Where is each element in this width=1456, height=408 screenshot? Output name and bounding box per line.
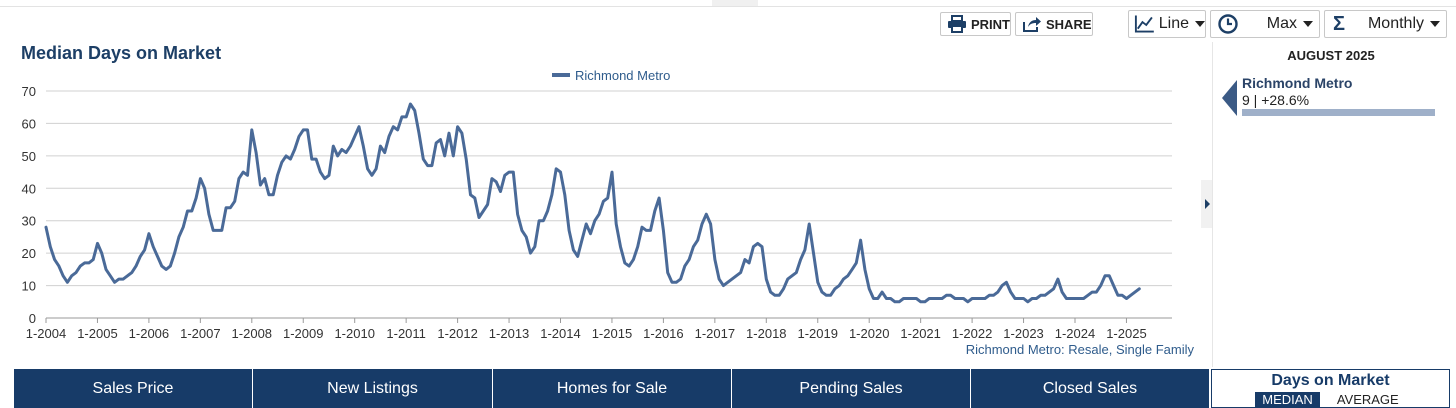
x-tick-label: 1-2015 bbox=[592, 326, 632, 341]
y-tick-label: 70 bbox=[22, 84, 36, 99]
y-tick-label: 50 bbox=[22, 149, 36, 164]
legend-label: Richmond Metro bbox=[575, 68, 670, 83]
side-value: 9 | +28.6% bbox=[1242, 92, 1310, 108]
side-divider bbox=[1212, 42, 1213, 367]
x-tick-label: 1-2010 bbox=[334, 326, 374, 341]
x-tick-label: 1-2005 bbox=[77, 326, 117, 341]
x-tick-label: 1-2020 bbox=[849, 326, 889, 341]
series-line-richmond-metro bbox=[44, 102, 1141, 304]
average-option[interactable]: AVERAGE bbox=[1336, 392, 1399, 407]
x-tick-label: 1-2009 bbox=[283, 326, 323, 341]
chart-title: Median Days on Market bbox=[21, 43, 222, 63]
x-tick-label: 1-2025 bbox=[1106, 326, 1146, 341]
x-tick-label: 1-2018 bbox=[746, 326, 786, 341]
tab-days-on-market[interactable]: Days on Market MEDIAN AVERAGE bbox=[1211, 369, 1450, 408]
x-tick-label: 1-2014 bbox=[540, 326, 580, 341]
x-tick-label: 1-2006 bbox=[129, 326, 169, 341]
legend-swatch bbox=[552, 73, 570, 77]
printer-icon bbox=[948, 15, 966, 33]
sigma-icon: Σ bbox=[1333, 12, 1346, 35]
x-tick-label: 1-2011 bbox=[386, 326, 426, 341]
y-tick-label: 30 bbox=[22, 214, 36, 229]
x-tick-label: 1-2008 bbox=[232, 326, 272, 341]
tab-pending-sales[interactable]: Pending Sales bbox=[732, 369, 971, 408]
print-label: PRINT bbox=[971, 16, 1010, 32]
pointer-icon bbox=[1222, 80, 1237, 116]
source-label: Richmond Metro: Resale, Single Family bbox=[965, 342, 1194, 357]
y-tick-label: 20 bbox=[22, 246, 36, 261]
x-tick-label: 1-2004 bbox=[26, 326, 66, 341]
tab-days-on-market-label: Days on Market bbox=[1271, 372, 1390, 389]
chevron-down-icon bbox=[1303, 21, 1313, 27]
chevron-right-icon bbox=[1204, 199, 1210, 209]
median-option[interactable]: MEDIAN bbox=[1255, 392, 1320, 407]
range-select[interactable]: Max bbox=[1210, 10, 1320, 38]
clock-icon bbox=[1218, 14, 1238, 34]
x-tick-label: 1-2023 bbox=[1003, 326, 1043, 341]
chart-type-value: Line bbox=[1158, 15, 1189, 32]
tab-homes-for-sale[interactable]: Homes for Sale bbox=[493, 369, 732, 408]
tab-closed-sales[interactable]: Closed Sales bbox=[971, 369, 1210, 408]
line-chart-icon bbox=[1134, 15, 1154, 33]
x-tick-label: 1-2016 bbox=[643, 326, 683, 341]
print-button[interactable]: PRINT bbox=[940, 12, 1011, 36]
top-handle[interactable] bbox=[712, 0, 758, 6]
y-tick-label: 10 bbox=[22, 279, 36, 294]
x-tick-label: 1-2024 bbox=[1055, 326, 1095, 341]
interval-select[interactable]: Σ Monthly bbox=[1324, 10, 1447, 38]
x-tick-label: 1-2022 bbox=[952, 326, 992, 341]
y-tick-label: 0 bbox=[29, 311, 36, 326]
y-tick-label: 60 bbox=[22, 116, 36, 131]
line-chart: 0 10 20 30 40 50 60 70 1-2004 1-2005 1-2006 1-2007… bbox=[22, 68, 1172, 341]
metric-tabs: Sales Price New Listings Homes for Sale … bbox=[14, 369, 1450, 408]
share-icon bbox=[1023, 17, 1041, 32]
side-value-bar bbox=[1242, 109, 1435, 116]
stat-toggle: MEDIAN AVERAGE bbox=[1255, 392, 1405, 407]
x-tick-label: 1-2012 bbox=[437, 326, 477, 341]
x-tick-label: 1-2007 bbox=[180, 326, 220, 341]
chevron-down-icon bbox=[1430, 21, 1440, 27]
share-label: SHARE bbox=[1046, 16, 1092, 32]
tab-new-listings[interactable]: New Listings bbox=[253, 369, 493, 408]
tab-sales-price[interactable]: Sales Price bbox=[14, 369, 253, 408]
y-tick-label: 40 bbox=[22, 181, 36, 196]
chart-type-select[interactable]: Line bbox=[1128, 10, 1206, 38]
x-tick-label: 1-2017 bbox=[695, 326, 735, 341]
side-region: Richmond Metro bbox=[1242, 75, 1353, 91]
x-tick-label: 1-2019 bbox=[798, 326, 838, 341]
interval-value: Monthly bbox=[1367, 15, 1424, 32]
range-value: Max bbox=[1266, 15, 1297, 32]
x-tick-label: 1-2021 bbox=[900, 326, 940, 341]
chevron-down-icon bbox=[1195, 21, 1205, 27]
top-border bbox=[0, 0, 1456, 7]
collapse-panel-button[interactable] bbox=[1201, 180, 1213, 228]
side-date: AUGUST 2025 bbox=[1287, 48, 1375, 63]
share-button[interactable]: SHARE bbox=[1015, 12, 1093, 36]
x-tick-label: 1-2013 bbox=[489, 326, 529, 341]
